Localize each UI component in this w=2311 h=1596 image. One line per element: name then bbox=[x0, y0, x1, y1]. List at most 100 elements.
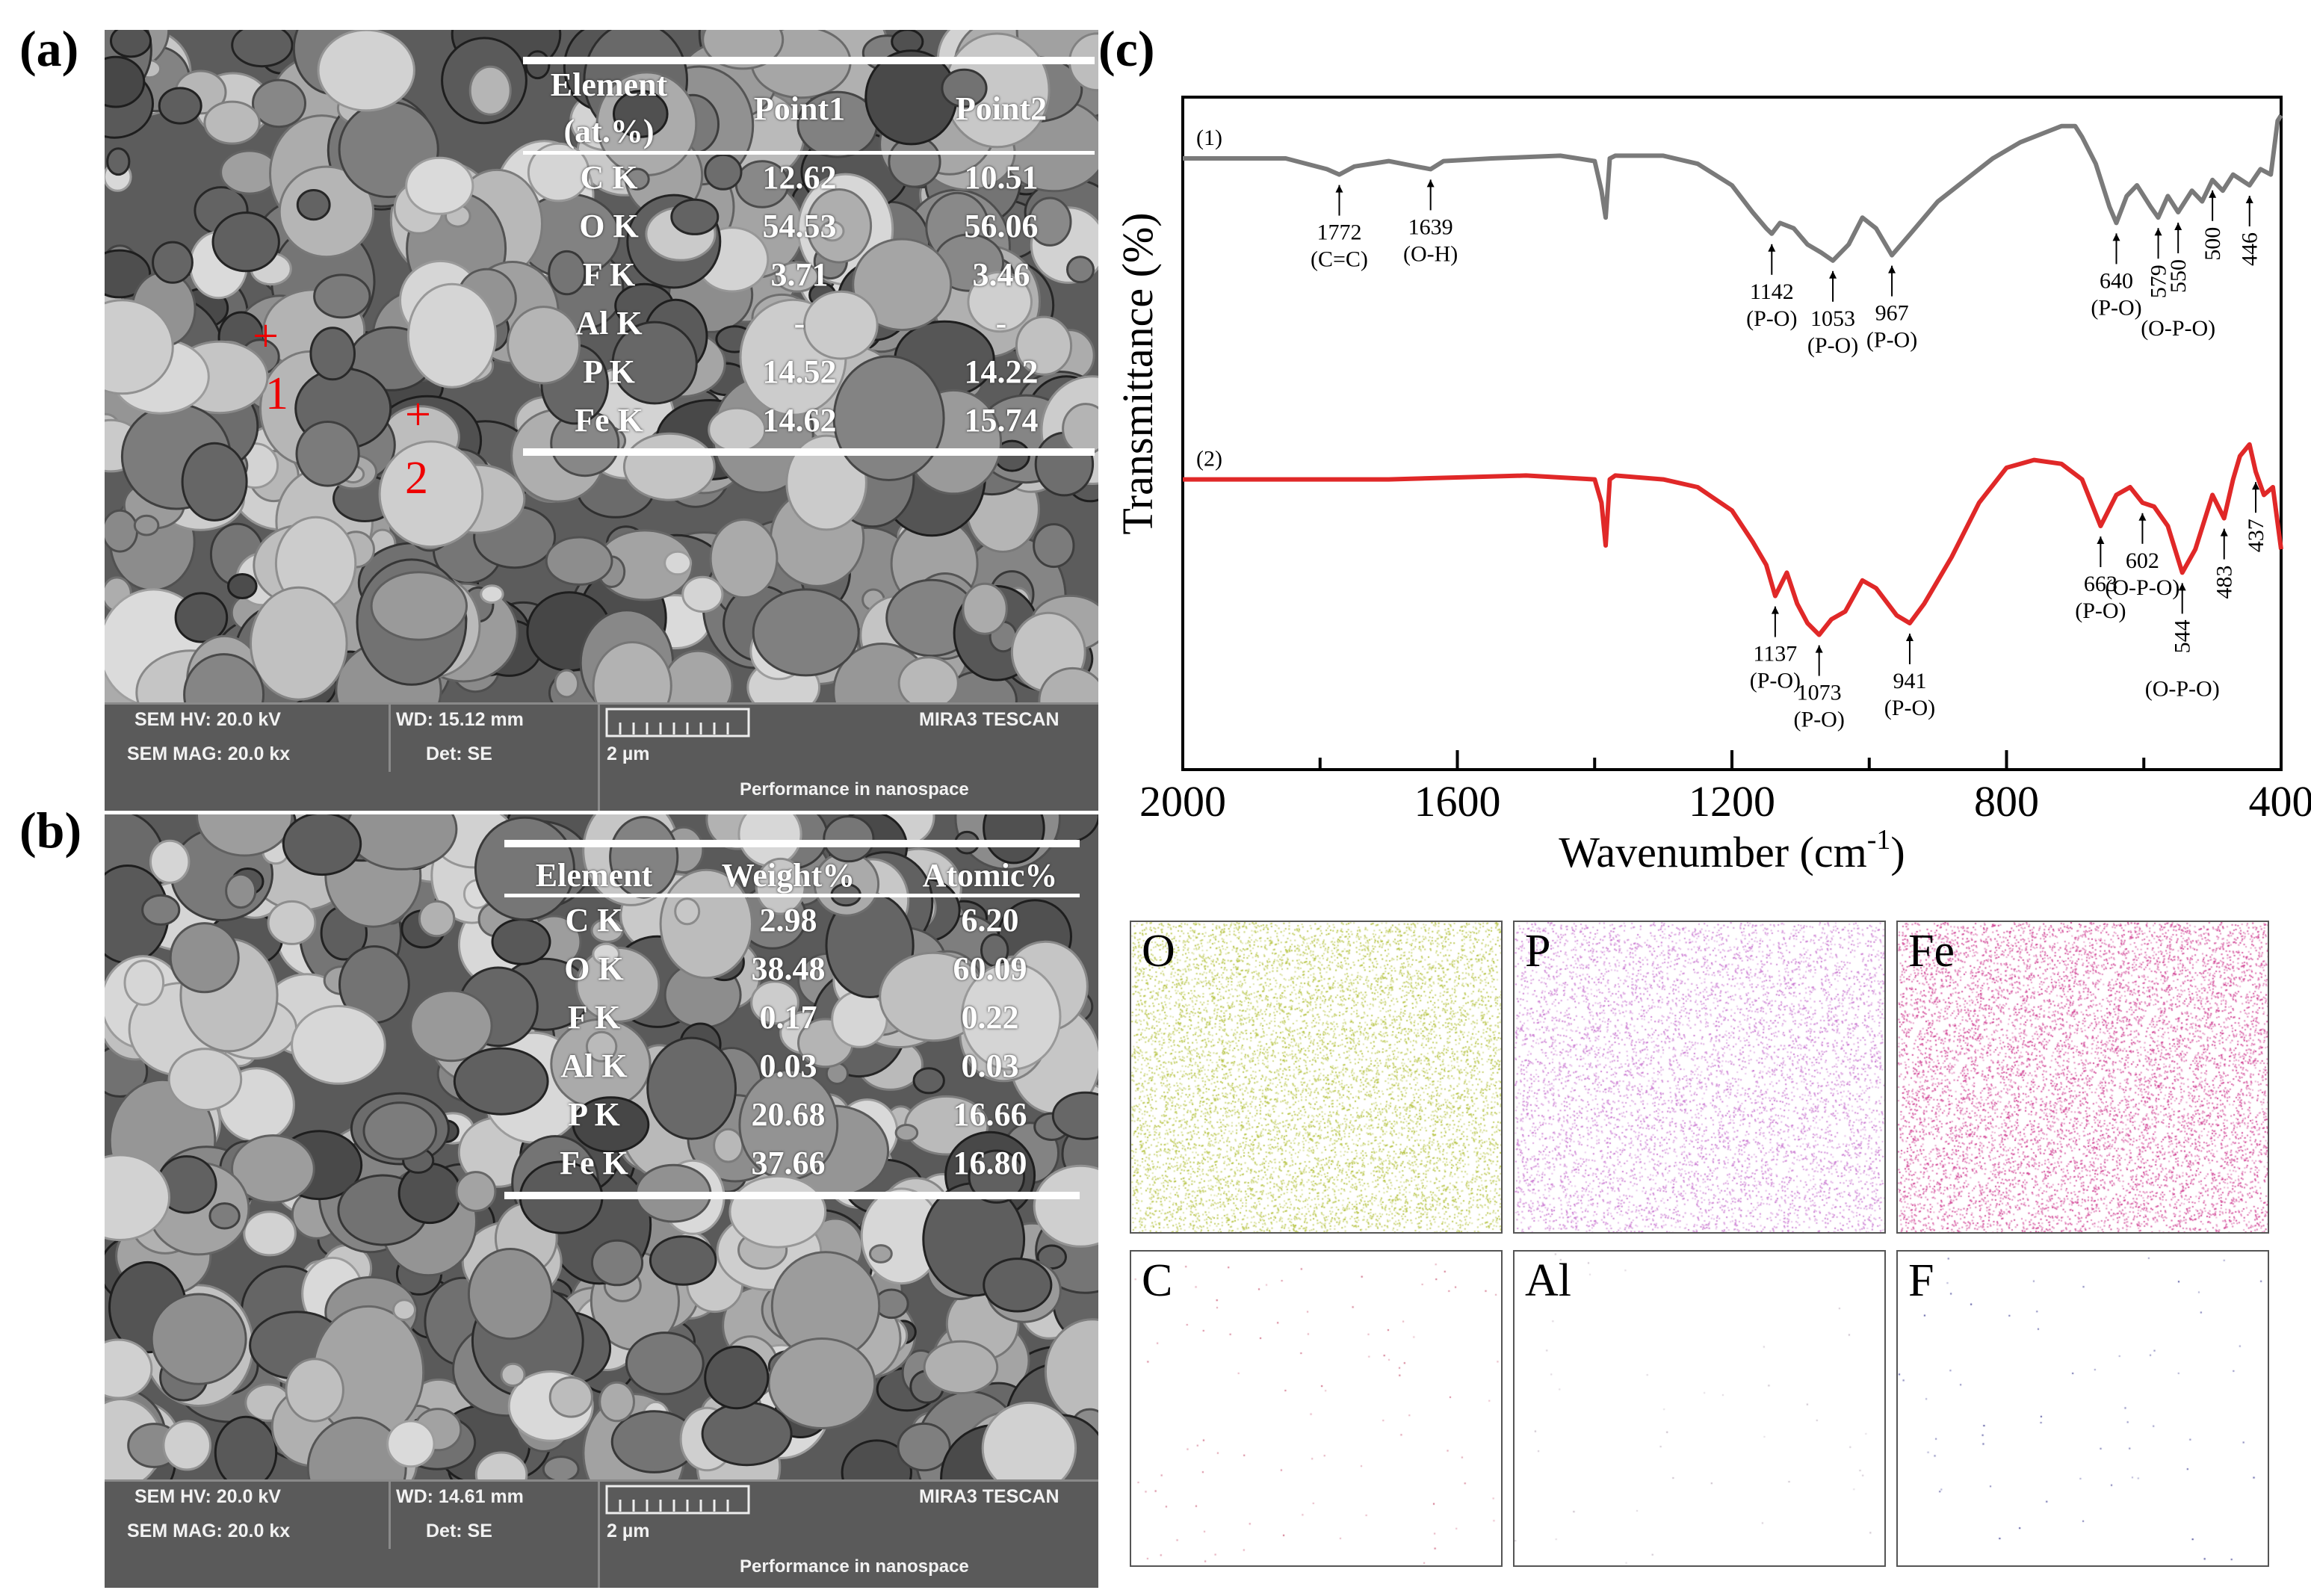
annotation-arrowhead bbox=[2112, 233, 2120, 241]
edx-map-label: F bbox=[1908, 1255, 1934, 1306]
table-cell-value: 3.71 bbox=[770, 256, 829, 293]
point-label-2: 2 bbox=[405, 453, 428, 504]
series-line-1 bbox=[1183, 114, 2283, 263]
particle bbox=[174, 592, 229, 643]
point-label-1: 1 bbox=[265, 368, 288, 419]
table-cell-element: O K bbox=[564, 950, 624, 987]
particle bbox=[467, 1248, 554, 1340]
annotation-label: 602 bbox=[2126, 548, 2159, 573]
annotation-label: 640 bbox=[2100, 268, 2133, 293]
particle bbox=[545, 536, 613, 586]
sem-infobar-a: SEM HV: 20.0 kV WD: 15.12 mm MIRA3 TESCA… bbox=[105, 702, 1098, 811]
panel-label-b: (b) bbox=[19, 802, 82, 859]
table-header-element: Element bbox=[550, 66, 668, 103]
particle bbox=[670, 198, 720, 235]
particle bbox=[105, 299, 174, 395]
annotation-label: 1639 bbox=[1408, 214, 1453, 239]
table-header-point1: Point1 bbox=[753, 90, 846, 127]
particle bbox=[755, 857, 806, 915]
particle bbox=[592, 942, 621, 966]
annotation-arrowhead bbox=[2178, 583, 2186, 591]
table-cell-value: 15.74 bbox=[964, 402, 1039, 439]
particle bbox=[967, 270, 1033, 333]
particle bbox=[663, 550, 693, 576]
particle bbox=[841, 1439, 912, 1479]
table-cell-value: 14.22 bbox=[964, 353, 1039, 390]
particle bbox=[167, 1048, 243, 1112]
particle bbox=[611, 321, 698, 405]
annotation-label: 500 bbox=[2200, 227, 2225, 261]
particle bbox=[649, 1235, 717, 1286]
particle bbox=[455, 1171, 497, 1213]
particle bbox=[1051, 1091, 1098, 1140]
particle bbox=[183, 653, 265, 702]
particle bbox=[313, 273, 371, 319]
table-cell-element: Al K bbox=[575, 305, 643, 341]
particle bbox=[897, 1422, 951, 1472]
annotation-label: 1137 bbox=[1753, 642, 1797, 666]
sem-mag: SEM MAG: 20.0 kx bbox=[127, 1521, 291, 1541]
particle bbox=[625, 167, 650, 191]
table-cell-value: 37.66 bbox=[751, 1145, 826, 1181]
particle bbox=[767, 1337, 876, 1429]
annotation-arrowhead bbox=[2252, 482, 2260, 490]
x-tick-label: 1600 bbox=[1414, 777, 1501, 826]
table-header-atomic: Atomic% bbox=[922, 857, 1058, 894]
table-cell-value: - bbox=[995, 305, 1007, 341]
point-marker-2: + bbox=[405, 389, 431, 440]
edx-map-label: O bbox=[1142, 926, 1175, 977]
particle bbox=[869, 1244, 893, 1264]
annotation-sub: (P-O) bbox=[1794, 708, 1845, 732]
particle bbox=[912, 1067, 945, 1095]
x-axis-label: Wavenumber (cm-1) bbox=[1559, 824, 1905, 876]
table-cell-element: O K bbox=[579, 208, 639, 244]
particle bbox=[852, 238, 953, 332]
particle bbox=[507, 306, 581, 385]
table-header-element: Element bbox=[535, 857, 653, 894]
annotation-arrowhead bbox=[2154, 228, 2162, 236]
point-marker-1: + bbox=[253, 311, 279, 362]
particle bbox=[981, 1401, 1077, 1479]
particle bbox=[105, 509, 138, 553]
edx-table-a: Element (at.%) Point1 Point2 C K 12.62 10.… bbox=[519, 30, 1098, 478]
table-rule-top bbox=[523, 57, 1095, 64]
particle bbox=[214, 1415, 278, 1479]
table-header-weight: Weight% bbox=[721, 857, 856, 894]
sem-wd: WD: 15.12 mm bbox=[396, 709, 524, 730]
x-axis-label-text: Wavenumber (cm bbox=[1559, 828, 1866, 876]
table-cell-element: C K bbox=[580, 159, 638, 196]
table-cell-value: 16.80 bbox=[953, 1145, 1027, 1181]
table-cell-element: Fe K bbox=[560, 1145, 628, 1181]
edx-table-b: Element Weight% Atomic% C K 2.98 6.20 O K 38… bbox=[501, 814, 1098, 1233]
particle bbox=[625, 1331, 705, 1396]
particle bbox=[231, 1134, 315, 1204]
annotation-label: 1772 bbox=[1317, 220, 1361, 245]
table-cell-element: Fe K bbox=[575, 402, 643, 439]
particle bbox=[480, 584, 504, 604]
table-cell-value: 56.06 bbox=[964, 208, 1039, 244]
particle bbox=[941, 68, 988, 108]
annotation-arrowhead bbox=[2138, 513, 2147, 521]
particle bbox=[1027, 197, 1072, 247]
particle bbox=[681, 575, 724, 613]
particle bbox=[592, 641, 672, 702]
annotation-label: 941 bbox=[1893, 669, 1926, 693]
particle bbox=[590, 1239, 644, 1287]
particle bbox=[1036, 1244, 1067, 1270]
particle bbox=[162, 1420, 211, 1471]
annotation-arrowhead bbox=[1905, 634, 1914, 641]
x-tick-label: 800 bbox=[1974, 777, 2039, 826]
scale-bar-icon bbox=[605, 708, 750, 737]
sem-micrograph-b bbox=[105, 814, 1098, 1479]
table-cell-element: C K bbox=[565, 902, 623, 938]
table-cell-value: 14.52 bbox=[762, 353, 837, 390]
particle bbox=[267, 900, 317, 945]
particle bbox=[105, 55, 146, 108]
particle bbox=[923, 1340, 999, 1395]
sem-infobar-b: SEM HV: 20.0 kV WD: 14.61 mm MIRA3 TESCA… bbox=[105, 1479, 1098, 1588]
particle bbox=[169, 922, 240, 994]
particle bbox=[968, 1149, 1026, 1204]
particle bbox=[406, 282, 497, 389]
annotation-arrowhead bbox=[2097, 536, 2105, 544]
particle bbox=[158, 87, 202, 125]
